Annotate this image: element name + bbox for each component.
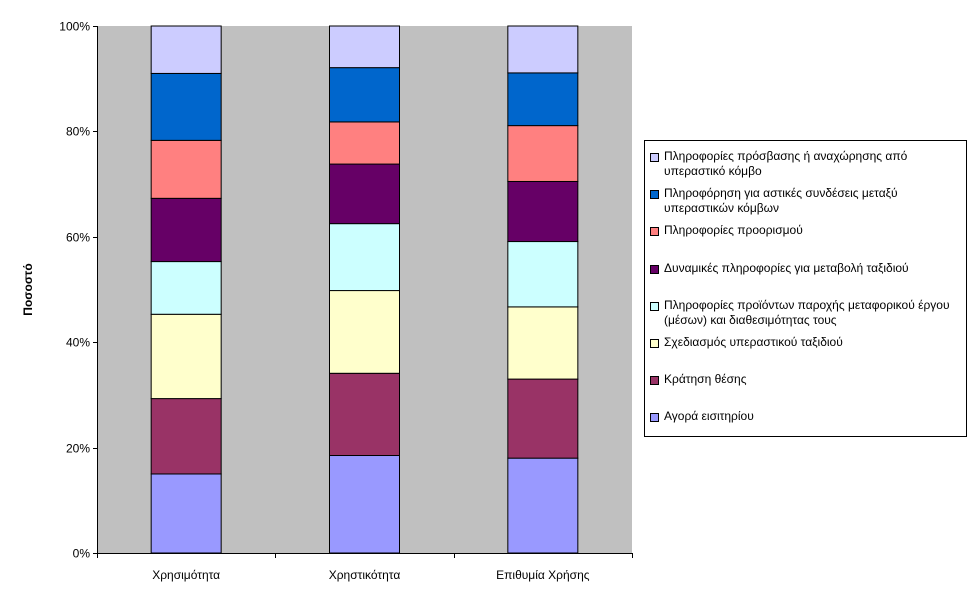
bar-segment: [507, 306, 579, 380]
bar-segment: [329, 25, 400, 69]
legend-item: Πληροφορίες προορισμού: [649, 223, 961, 238]
bar-segment: [507, 457, 579, 554]
x-tick-label: Χρησιμότητα: [152, 568, 220, 582]
legend-swatch: [650, 265, 659, 274]
legend: Πληροφορίες πρόσβασης ή αναχώρησης από υ…: [644, 140, 967, 437]
y-tick-label: 40%: [66, 336, 90, 350]
legend-item: Πληροφορίες προϊόντων παροχής μεταφορικο…: [649, 298, 961, 328]
legend-swatch: [650, 339, 659, 348]
y-tick-label: 20%: [66, 442, 90, 456]
y-tick-label: 100%: [59, 20, 90, 34]
legend-item: Πληροφορίες πρόσβασης ή αναχώρησης από υ…: [649, 149, 961, 179]
legend-label: Δυναμικές πληροφορίες για μεταβολή ταξιδ…: [664, 261, 909, 275]
x-tick-label: Χρηστικότητα: [329, 568, 401, 582]
legend-item: Σχεδιασμός υπεραστικού ταξιδιού: [649, 335, 961, 350]
x-tick-label: Επιθυμία Χρήσης: [496, 568, 590, 582]
bar-segment: [150, 398, 222, 475]
bar-segment: [150, 261, 222, 315]
legend-label: Πληροφορίες προϊόντων παροχής μεταφορικο…: [664, 298, 950, 327]
bar-segment: [507, 125, 579, 182]
bar-segment: [150, 313, 222, 400]
bar-segment: [329, 163, 400, 225]
legend-item: Κράτηση θέσης: [649, 372, 961, 387]
tick-labels: Χρησιμότητα Χρηστικότητα Επιθυμία Χρήσης 0%…: [59, 20, 589, 583]
y-tick-label: 80%: [66, 125, 90, 139]
legend-swatch: [650, 153, 659, 162]
bar-segment: [329, 290, 400, 374]
legend-label: Πληροφορίες πρόσβασης ή αναχώρησης από υ…: [664, 149, 908, 178]
legend-label: Πληροφόρηση για αστικές συνδέσεις μεταξύ…: [664, 186, 898, 215]
bar-segment: [329, 223, 400, 292]
bar-segment: [150, 197, 222, 263]
axes: [93, 26, 633, 558]
bar-segment: [150, 473, 222, 554]
legend-label: Αγορά εισιτηρίου: [664, 409, 754, 423]
bar-segment: [329, 372, 400, 457]
bar-segment: [329, 121, 400, 165]
bar-segment: [507, 378, 579, 459]
legend-swatch: [650, 190, 659, 199]
legend-swatch: [650, 227, 659, 236]
bar-segments: [150, 25, 579, 554]
bar-segment: [150, 72, 222, 141]
bar-segment: [150, 139, 222, 199]
legend-item: Πληροφόρηση για αστικές συνδέσεις μεταξύ…: [649, 186, 961, 216]
legend-item: Αγορά εισιτηρίου: [649, 409, 961, 424]
bar-segment: [507, 25, 579, 74]
legend-swatch: [650, 413, 659, 422]
bar-segment: [507, 180, 579, 243]
legend-swatch: [650, 302, 659, 311]
legend-label: Σχεδιασμός υπεραστικού ταξιδιού: [664, 335, 843, 349]
bar-segment: [150, 25, 222, 74]
bar-segment: [507, 241, 579, 308]
y-axis-title: Ποσοστό: [21, 263, 35, 315]
legend-label: Πληροφορίες προορισμού: [664, 223, 803, 237]
legend-swatch: [650, 376, 659, 385]
bar-segment: [507, 72, 579, 127]
bar-segment: [329, 455, 400, 554]
y-tick-label: 0%: [73, 547, 91, 561]
legend-item: Δυναμικές πληροφορίες για μεταβολή ταξιδ…: [649, 261, 961, 276]
legend-label: Κράτηση θέσης: [664, 372, 747, 386]
y-tick-label: 60%: [66, 231, 90, 245]
bar-segment: [329, 67, 400, 123]
